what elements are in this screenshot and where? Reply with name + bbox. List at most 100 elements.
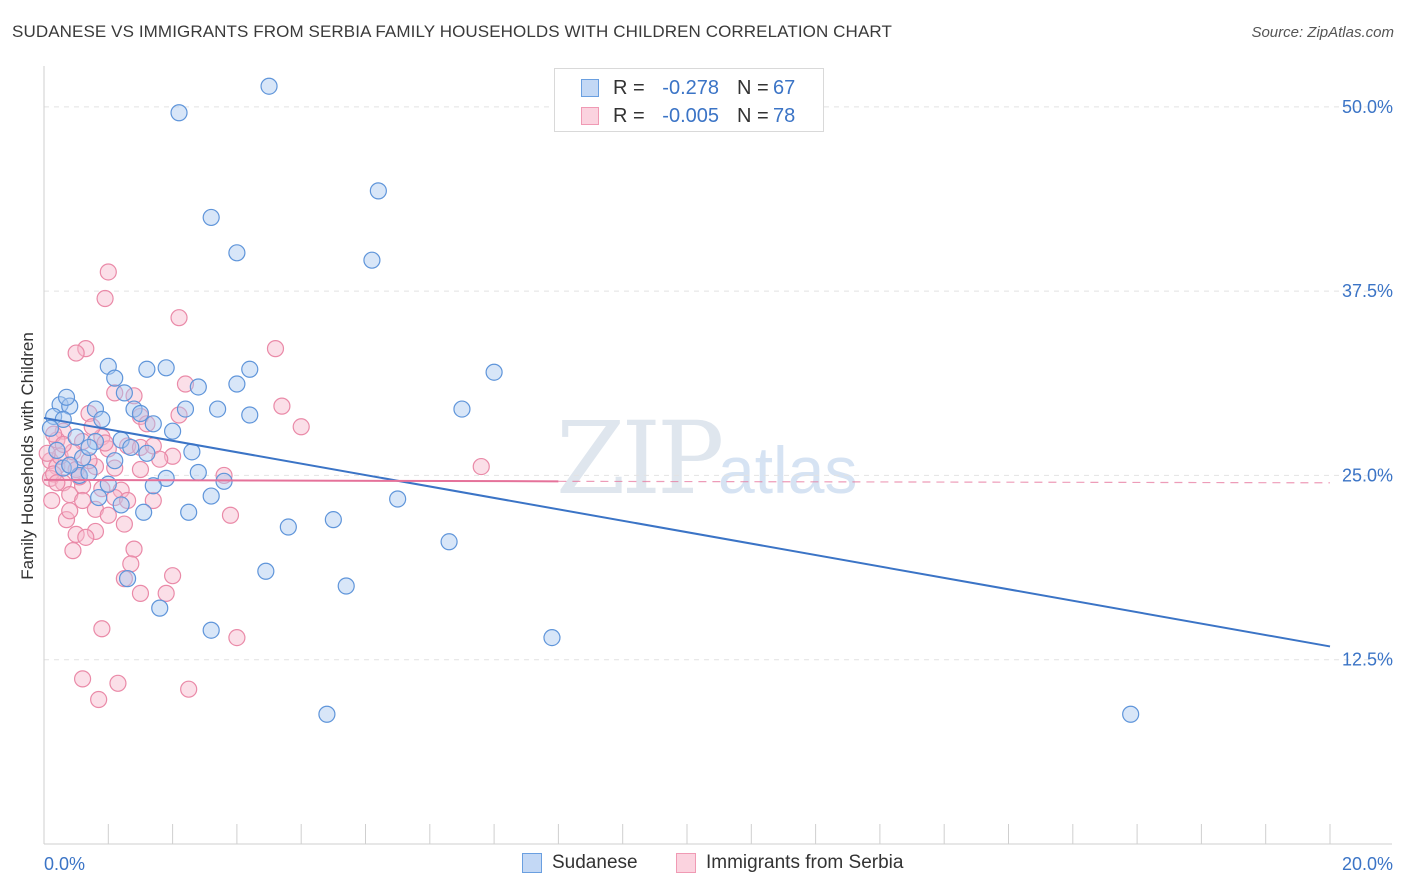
serbia-point [164, 447, 182, 465]
stats-n-value: 67 [773, 77, 796, 99]
serbia-point [115, 515, 133, 533]
serbia-point [228, 628, 246, 647]
serbia-point [38, 444, 56, 462]
serbia-point [57, 511, 76, 529]
sudanese-point [202, 487, 220, 505]
sudanese-point [144, 477, 162, 495]
stats-r-label: R = [613, 105, 645, 127]
y-tick-label: 12.5% [1342, 650, 1393, 670]
sudanese-point [176, 400, 195, 418]
sudanese-point [228, 244, 246, 262]
sudanese-point [99, 475, 117, 493]
serbia-point [157, 584, 175, 602]
serbia-point [164, 567, 182, 585]
sudanese-point [453, 400, 471, 418]
sudanese-point [86, 432, 105, 451]
sudanese-point [157, 469, 175, 487]
sudanese-point [363, 251, 381, 269]
sudanese-point [122, 438, 140, 457]
sudanese-point [543, 628, 561, 647]
serbia-point [131, 460, 150, 479]
serbia-point [67, 344, 85, 362]
sudanese-point [241, 360, 259, 378]
serbia-point [106, 384, 124, 402]
sudanese-point [61, 456, 79, 474]
sudanese-point [228, 375, 246, 393]
sudanese-point [90, 488, 108, 507]
serbia-point [90, 690, 108, 709]
axes [43, 66, 1392, 845]
serbia-point [131, 584, 150, 602]
sudanese-point [67, 428, 85, 446]
sudanese-point [48, 441, 66, 459]
legend-label-sudanese: Sudanese [552, 852, 638, 873]
serbia-point [106, 459, 124, 477]
serbia-point [138, 415, 156, 433]
serbia-point [273, 397, 291, 415]
sudanese-point [57, 388, 76, 406]
sudanese-point [485, 363, 503, 381]
trend-line-serbia [558, 480, 1331, 484]
sudanese-point [131, 404, 150, 423]
stats-row-serbia: R = -0.005 N = 78 [555, 103, 823, 131]
sudanese-point [118, 570, 137, 588]
serbia-point [64, 542, 82, 560]
serbia-point [176, 375, 195, 393]
sudanese-point [80, 463, 98, 482]
stats-r-value: -0.278 [662, 77, 719, 99]
sudanese-point [337, 577, 355, 595]
serbia-point [96, 289, 114, 308]
y-tick-label: 50.0% [1342, 97, 1393, 117]
sudanese-point [144, 415, 162, 433]
serbia-point [170, 309, 188, 327]
stats-n-label: N = [737, 77, 769, 99]
grid-lines [44, 106, 1392, 661]
serbia-point [122, 555, 140, 573]
x-tick-label: 20.0% [1342, 854, 1393, 874]
sudanese-point [1122, 705, 1140, 723]
serbia-point [221, 506, 240, 524]
sudanese-point [189, 378, 207, 396]
legend-swatch-sudanese [522, 853, 542, 873]
watermark-zip: ZIP [556, 400, 724, 517]
sudanese-point [112, 496, 130, 514]
serbia-point [144, 491, 162, 510]
source-label: Source: ZipAtlas.com [1251, 24, 1394, 41]
watermark-atlas: atlas [718, 433, 858, 507]
serbia-point [61, 502, 79, 520]
serbia-points [38, 263, 490, 709]
serbia-point [109, 674, 127, 692]
serbia-point [125, 387, 143, 405]
sudanese-point [209, 400, 227, 418]
sudanese-point [170, 104, 188, 122]
serbia-point [77, 340, 95, 358]
stats-r-value: -0.005 [662, 105, 719, 127]
stats-swatch-sudanese [581, 79, 599, 97]
sudanese-point [202, 621, 220, 639]
serbia-point [93, 620, 111, 638]
sudanese-point [318, 705, 336, 723]
trend-line-serbia [43, 478, 559, 483]
stats-n-label: N = [737, 105, 769, 127]
stats-swatch-serbia [581, 107, 599, 125]
tick-labels: 12.5% 25.0% 37.5% 50.0% 0.0% 20.0% [44, 97, 1393, 874]
legend-label-serbia: Immigrants from Serbia [706, 852, 904, 873]
sudanese-point [279, 518, 297, 536]
trend-line-sudanese [43, 416, 1331, 648]
serbia-point [472, 457, 490, 476]
sudanese-point [86, 400, 105, 418]
sudanese-point [369, 182, 387, 200]
sudanese-point [151, 599, 169, 617]
sudanese-point [115, 384, 133, 402]
sudanese-point [73, 449, 92, 467]
serbia-point [54, 435, 72, 454]
sudanese-point [257, 562, 275, 580]
serbia-point [77, 528, 95, 546]
sudanese-point [135, 503, 153, 521]
sudanese-point [202, 208, 220, 227]
serbia-point [86, 522, 105, 541]
serbia-point [99, 263, 117, 281]
sudanese-point [241, 406, 259, 424]
serbia-point [170, 406, 188, 424]
